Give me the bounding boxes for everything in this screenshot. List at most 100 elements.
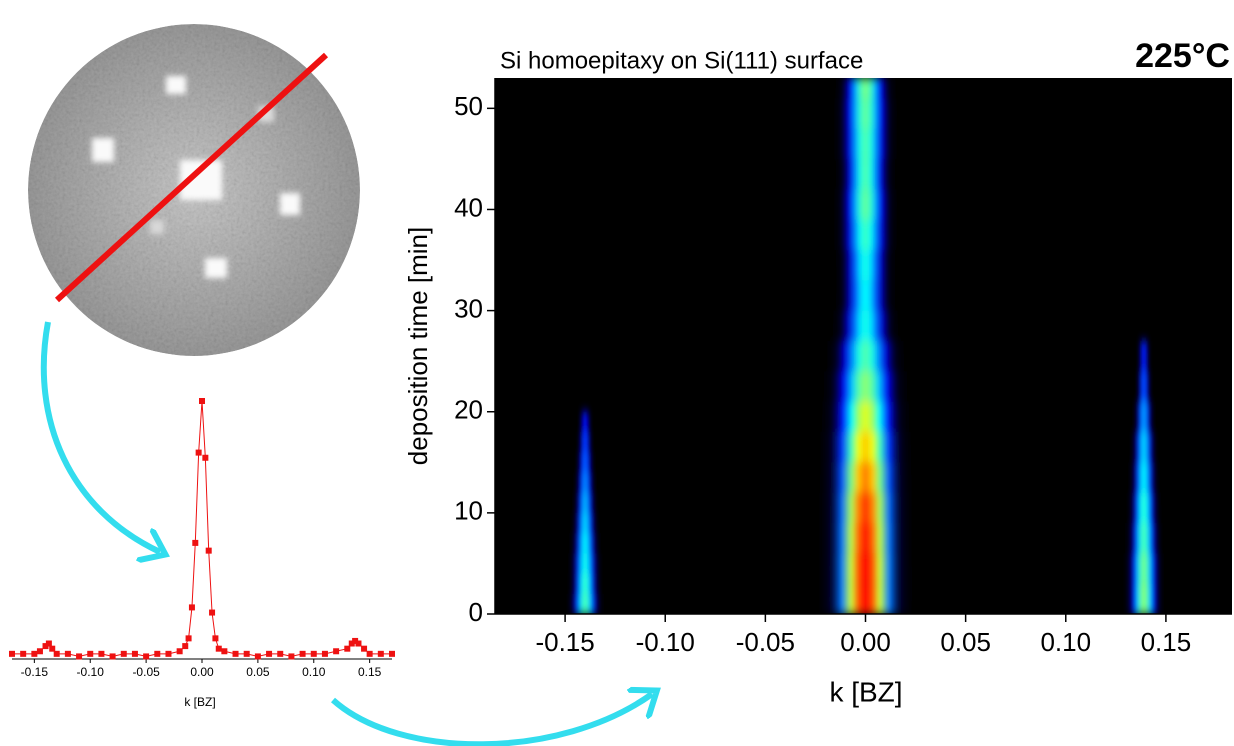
data-point <box>188 604 195 611</box>
y-tick-label: 40 <box>454 192 483 222</box>
intensity-band <box>1133 371 1154 402</box>
data-point <box>361 645 368 652</box>
x-tick-label: -0.10 <box>77 665 105 679</box>
y-tick-label: 50 <box>454 91 483 121</box>
intensity-band <box>823 98 908 129</box>
data-point <box>20 650 27 657</box>
intensity-band <box>805 583 926 614</box>
y-tick-label: 0 <box>469 597 483 627</box>
x-tick-label: -0.15 <box>21 665 49 679</box>
intensity-band <box>825 158 906 190</box>
data-point <box>344 645 351 652</box>
data-point <box>182 643 189 650</box>
x-tick-label: 0.15 <box>358 665 382 679</box>
streak-layer <box>561 78 1170 614</box>
data-point <box>64 650 71 657</box>
data-point <box>36 648 43 655</box>
data-point <box>205 547 212 554</box>
data-point <box>53 650 60 657</box>
data-point <box>221 648 228 655</box>
x-tick-label: 0.00 <box>840 627 891 657</box>
profile-line <box>12 400 392 657</box>
intensity-band <box>821 310 910 341</box>
data-point <box>333 648 340 655</box>
x-tick-label: 0.10 <box>1040 627 1091 657</box>
data-point <box>76 653 83 660</box>
data-point <box>9 650 15 657</box>
intensity-band <box>1117 583 1170 614</box>
x-axis-label: k [BZ] <box>829 676 902 707</box>
y-axis-label: deposition time [min] <box>403 227 433 465</box>
intensity-band <box>571 472 600 493</box>
intensity-band <box>1135 340 1152 372</box>
streaks <box>561 78 1170 614</box>
x-tick-label: 0.05 <box>940 627 991 657</box>
data-point <box>348 640 355 647</box>
arrow <box>40 321 160 552</box>
data-point <box>254 653 261 660</box>
data-point <box>176 648 183 655</box>
intensity-band <box>825 249 906 281</box>
data-point <box>98 650 105 657</box>
intensity-band <box>1117 553 1170 584</box>
x-tick-label: -0.10 <box>636 627 695 657</box>
data-point <box>202 454 209 461</box>
data-point <box>212 635 219 642</box>
data-point <box>310 650 317 657</box>
intensity-band <box>563 573 608 594</box>
intensity-band <box>805 492 926 523</box>
intensity-band <box>1121 492 1166 523</box>
intensity-band <box>1119 522 1168 554</box>
leed-pattern <box>28 24 360 356</box>
intensity-band <box>823 219 908 250</box>
data-point <box>266 650 273 657</box>
intensity-band <box>805 553 926 584</box>
x-tick-label: 0.05 <box>246 665 270 679</box>
data-point <box>185 635 192 642</box>
intensity-band <box>569 492 602 513</box>
data-point <box>42 643 49 650</box>
data-point <box>45 640 52 647</box>
intensity-band <box>1123 462 1164 493</box>
data-point <box>215 645 222 652</box>
data-point <box>165 650 172 657</box>
data-point <box>243 650 250 657</box>
temperature-annotation: 225°C <box>1135 37 1230 75</box>
intensity-band <box>809 371 922 402</box>
x-tick-label: 0.10 <box>302 665 326 679</box>
data-point <box>209 609 216 616</box>
intensity-band <box>825 280 906 311</box>
intensity-band <box>575 431 596 453</box>
data-point <box>143 653 150 660</box>
intensity-band <box>823 189 908 220</box>
x-tick-label: -0.05 <box>736 627 795 657</box>
y-tick-label: 10 <box>454 496 483 526</box>
intensity-band <box>813 340 918 372</box>
data-point <box>321 650 328 657</box>
data-point <box>299 650 306 657</box>
data-point <box>31 650 38 657</box>
intensity-band <box>1129 401 1158 432</box>
data-point <box>131 650 138 657</box>
data-point <box>352 637 359 644</box>
x-tick-label: 0.15 <box>1141 627 1192 657</box>
intensity-band <box>563 553 608 574</box>
data-point <box>109 653 116 660</box>
y-tick-label: 20 <box>454 395 483 425</box>
data-point <box>355 640 362 647</box>
x-tick-label: -0.05 <box>132 665 160 679</box>
intensity-band <box>565 533 606 554</box>
data-point <box>366 650 373 657</box>
x-tick-label: -0.15 <box>535 627 594 657</box>
intensity-band <box>561 593 610 614</box>
intensity-band <box>567 512 604 534</box>
data-point <box>49 645 56 652</box>
data-point <box>195 449 202 456</box>
data-point <box>232 650 239 657</box>
intensity-band <box>805 522 926 554</box>
intensity-band <box>573 452 598 473</box>
data-point <box>87 650 94 657</box>
data-point <box>199 398 205 404</box>
x-axis-label: k [BZ] <box>184 695 215 709</box>
